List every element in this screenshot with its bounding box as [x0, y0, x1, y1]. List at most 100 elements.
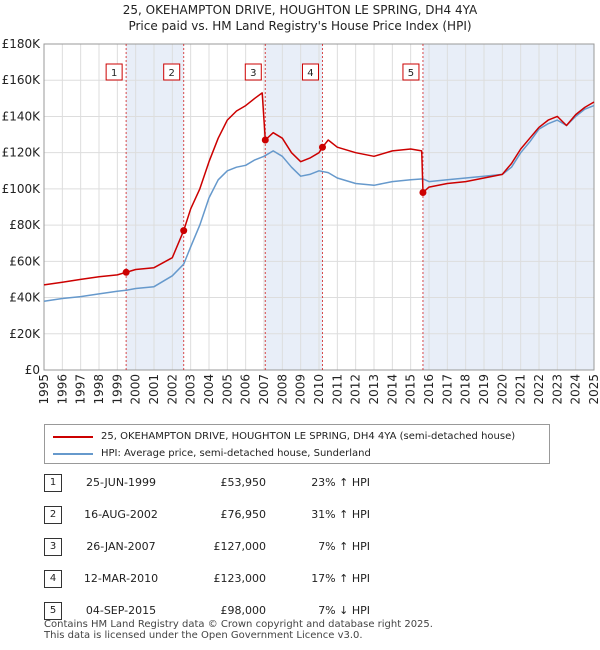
x-tick-label: 2003	[184, 374, 198, 405]
x-tick-label: 2017	[440, 374, 454, 405]
sale-label: 5	[408, 68, 414, 79]
transaction-price: £98,000	[220, 604, 267, 617]
y-tick-label: £60K	[9, 254, 41, 268]
transaction-number: 2	[44, 506, 62, 524]
x-tick-label: 2004	[202, 374, 216, 405]
sale-label: 4	[307, 68, 313, 79]
sale-point	[419, 189, 427, 197]
ownership-shade	[422, 44, 594, 370]
y-tick-label: £140K	[2, 109, 42, 123]
transaction-price: £127,000	[213, 540, 267, 553]
transaction-number: 1	[44, 474, 62, 492]
ownership-shade	[126, 44, 184, 370]
legend-entry-hpi: HPI: Average price, semi-detached house,…	[53, 448, 371, 459]
sale-label: 2	[169, 68, 175, 79]
sale-label-box	[244, 63, 262, 81]
y-tick-label: £20K	[9, 327, 41, 341]
sale-label-box	[301, 63, 319, 81]
x-tick-label: 2009	[294, 374, 308, 405]
ownership-shade	[265, 44, 323, 370]
legend-entry-property: 25, OKEHAMPTON DRIVE, HOUGHTON LE SPRING…	[53, 431, 515, 442]
sale-label-box	[105, 63, 123, 81]
x-tick-label: 2008	[275, 374, 289, 405]
x-tick-label: 1996	[55, 374, 69, 405]
x-tick-label: 2013	[367, 374, 381, 405]
x-tick-label: 1998	[92, 374, 106, 405]
x-tick-label: 2014	[385, 374, 399, 405]
transaction-row: 1 25-JUN-1999 £53,950 23% ↑ HPI	[44, 474, 404, 492]
x-tick-label: 1997	[74, 374, 88, 405]
sale-label: 1	[111, 68, 117, 79]
transaction-date: 12-MAR-2010	[83, 572, 159, 585]
legend-label-hpi: HPI: Average price, semi-detached house,…	[101, 448, 371, 459]
attribution-footer: Contains HM Land Registry data © Crown c…	[44, 619, 433, 641]
transaction-date: 04-SEP-2015	[85, 604, 157, 617]
transaction-number: 5	[44, 602, 62, 620]
sale-point	[122, 268, 130, 276]
transaction-number: 4	[44, 570, 62, 588]
sale-label-box	[402, 63, 420, 81]
x-tick-label: 1995	[37, 374, 51, 405]
x-tick-label: 2001	[147, 374, 161, 405]
transaction-row: 3 26-JAN-2007 £127,000 7% ↑ HPI	[44, 538, 404, 556]
hpi-series-line	[43, 104, 595, 302]
y-tick-label: £160K	[2, 73, 42, 87]
transaction-date: 16-AUG-2002	[84, 508, 158, 521]
x-tick-label: 2002	[165, 374, 179, 405]
x-tick-label: 2015	[404, 374, 418, 405]
transaction-price: £123,000	[213, 572, 267, 585]
chart-legend: 25, OKEHAMPTON DRIVE, HOUGHTON LE SPRING…	[44, 424, 550, 464]
transaction-row: 2 16-AUG-2002 £76,950 31% ↑ HPI	[44, 506, 404, 524]
x-tick-label: 2019	[477, 374, 491, 405]
transaction-price: £53,950	[220, 476, 267, 489]
price-chart: £0 £20K £40K £60K £80K £100K £120K £140K £160K £1…	[2, 37, 600, 405]
sale-label: 3	[250, 68, 256, 79]
y-tick-label: £120K	[2, 146, 42, 160]
chart-title: 25, OKEHAMPTON DRIVE, HOUGHTON LE SPRING…	[122, 3, 478, 17]
legend-swatch-property	[53, 435, 93, 438]
x-tick-label: 2007	[257, 374, 271, 405]
x-tick-label: 2020	[495, 374, 509, 405]
sale-point	[180, 227, 188, 235]
transaction-row: 5 04-SEP-2015 £98,000 7% ↓ HPI	[44, 602, 404, 620]
transaction-date: 26-JAN-2007	[86, 540, 156, 553]
transaction-price: £76,950	[220, 508, 267, 521]
x-tick-label: 2016	[422, 374, 436, 405]
footer-line-2: This data is licensed under the Open Gov…	[44, 630, 363, 641]
transaction-hpi-diff: 7% ↓ HPI	[318, 604, 370, 617]
y-tick-label: £80K	[9, 218, 41, 232]
x-tick-label: 2025	[587, 374, 600, 405]
property-series-line	[43, 92, 595, 286]
x-tick-label: 2005	[220, 374, 234, 405]
transaction-date: 25-JUN-1999	[85, 476, 157, 489]
x-tick-label: 2021	[514, 374, 528, 405]
legend-label-property: 25, OKEHAMPTON DRIVE, HOUGHTON LE SPRING…	[101, 431, 516, 442]
sale-point	[261, 136, 269, 144]
transaction-number: 3	[44, 538, 62, 556]
chart-subtitle: Price paid vs. HM Land Registry's House …	[128, 19, 472, 33]
sale-point	[318, 143, 326, 151]
x-tick-label: 2010	[312, 374, 326, 405]
x-tick-label: 2000	[129, 374, 143, 405]
y-tick-label: £100K	[2, 182, 42, 196]
x-tick-label: 2006	[239, 374, 253, 405]
transaction-hpi-diff: 31% ↑ HPI	[311, 508, 370, 521]
transaction-hpi-diff: 17% ↑ HPI	[311, 572, 370, 585]
transaction-row: 4 12-MAR-2010 £123,000 17% ↑ HPI	[44, 570, 404, 588]
legend-swatch-hpi	[53, 452, 93, 455]
plot-frame	[43, 43, 595, 371]
y-tick-label: £180K	[2, 37, 42, 51]
x-tick-label: 2018	[459, 374, 473, 405]
x-tick-label: 2024	[569, 374, 583, 405]
sale-label-box	[163, 63, 181, 81]
x-tick-label: 1999	[110, 374, 124, 405]
x-tick-label: 2011	[330, 374, 344, 405]
x-tick-label: 2023	[550, 374, 564, 405]
footer-line-1: Contains HM Land Registry data © Crown c…	[44, 619, 433, 630]
x-tick-label: 2022	[532, 374, 546, 405]
transaction-hpi-diff: 7% ↑ HPI	[318, 540, 370, 553]
y-tick-label: £40K	[9, 291, 41, 305]
transaction-hpi-diff: 23% ↑ HPI	[311, 476, 370, 489]
y-tick-label: £0	[25, 363, 40, 377]
x-tick-label: 2012	[349, 374, 363, 405]
